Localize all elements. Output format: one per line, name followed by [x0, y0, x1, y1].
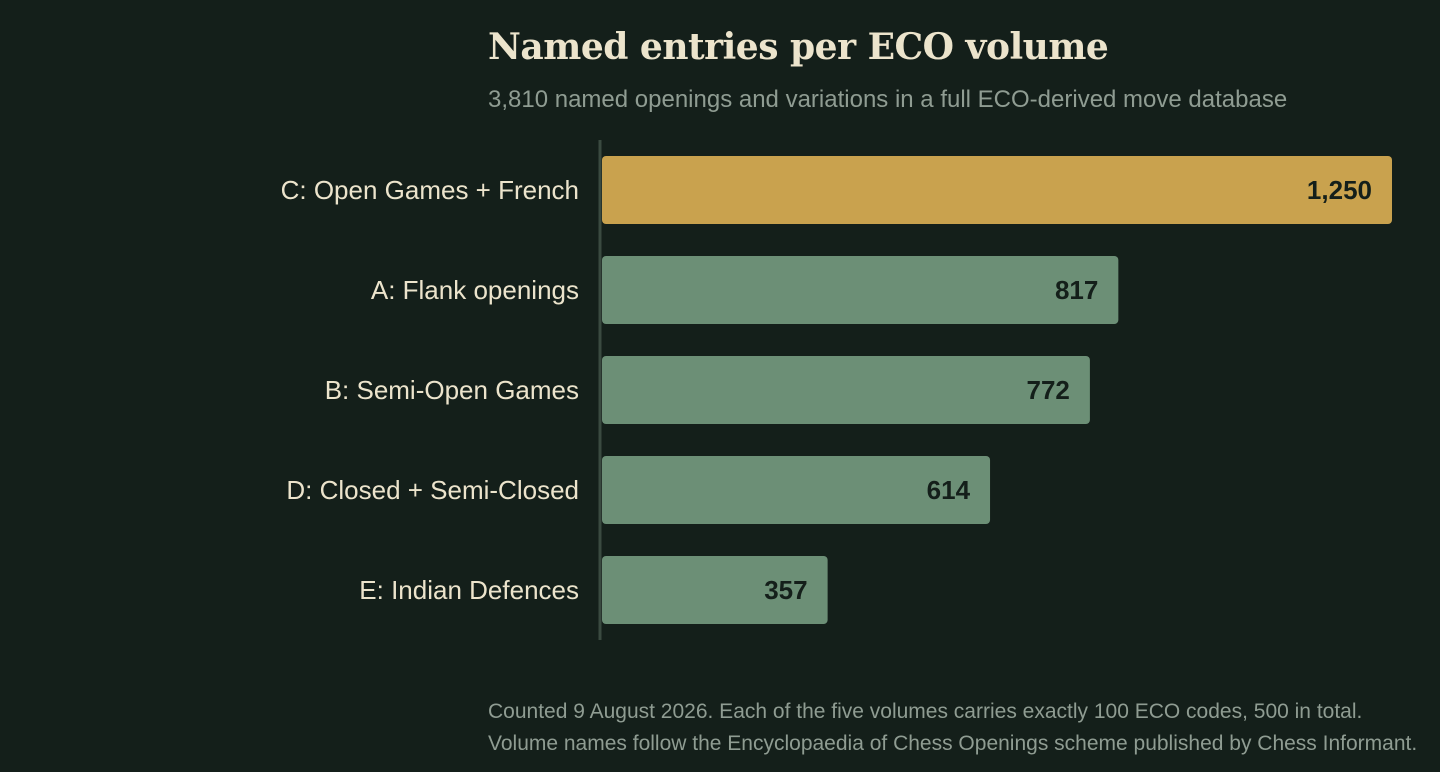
footnote-source: Volume names follow the Encyclopaedia of… [488, 732, 1418, 755]
value-label: 817 [1055, 275, 1098, 305]
bar [602, 456, 991, 524]
category-label: C: Open Games + French [281, 175, 579, 205]
chart-title: Named entries per ECO volume [488, 26, 1109, 68]
bar [602, 156, 1392, 224]
category-label: B: Semi-Open Games [325, 375, 579, 405]
category-label: A: Flank openings [371, 275, 579, 305]
bar [602, 556, 828, 624]
category-label: D: Closed + Semi-Closed [286, 475, 579, 505]
chart-subtitle: 3,810 named openings and variations in a… [488, 86, 1288, 113]
value-label: 614 [927, 475, 971, 505]
value-label: 772 [1027, 375, 1070, 405]
bars-layer: C: Open Games + French 1,250 A: Flank open… [281, 156, 1392, 624]
bar [602, 356, 1090, 424]
category-label: E: Indian Defences [359, 575, 579, 605]
bar [602, 256, 1119, 324]
value-label: 1,250 [1307, 175, 1372, 205]
bar-chart: C: Open Games + French 1,250 A: Flank open… [281, 140, 1392, 640]
value-label: 357 [764, 575, 807, 605]
footnote-count: Counted 9 August 2026. Each of the five … [488, 700, 1363, 723]
